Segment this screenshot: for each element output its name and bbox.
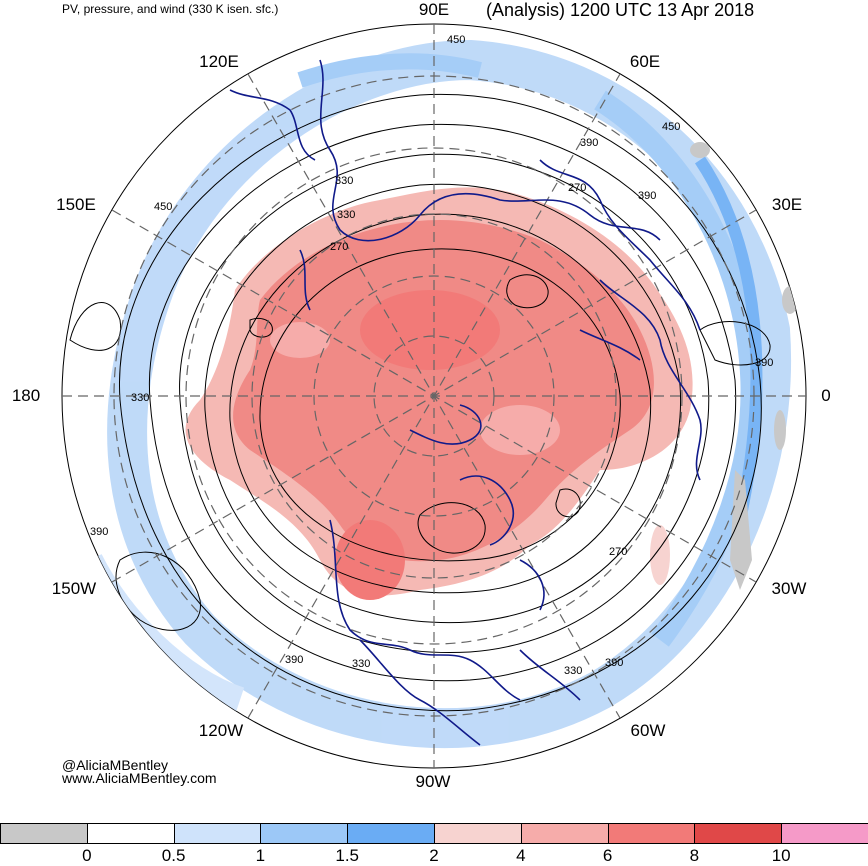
colorbar-swatch [520, 823, 609, 844]
credit-handle: @AliciaMBentley [62, 757, 169, 773]
contour-label: 270 [568, 182, 586, 194]
colorbar-tick-label: 0 [82, 846, 92, 865]
valid-time: (Analysis) 1200 UTC 13 Apr 2018 [486, 0, 755, 20]
lon-label-30e: 30E [771, 195, 803, 214]
colorbar [0, 823, 868, 844]
lon-label-60w: 60W [630, 721, 666, 740]
colorbar-swatch [173, 823, 262, 844]
colorbar-tick-label: 8 [689, 846, 700, 865]
lon-label-180: 180 [11, 386, 41, 405]
colorbar-swatch [434, 823, 522, 844]
contour-label: 450 [154, 201, 172, 213]
contour-label: 270 [609, 546, 627, 558]
contour-label: 330 [335, 175, 353, 187]
product-title: PV, pressure, and wind (330 K isen. sfc.… [62, 2, 279, 16]
colorbar-tick-label: 0.5 [161, 846, 186, 865]
contour-label: 330 [564, 665, 582, 677]
lon-label-90e: 90E [418, 0, 450, 19]
coastlines [229, 59, 702, 746]
colorbar-tick-label: 10 [771, 846, 791, 865]
colorbar-tick-label: 1.5 [335, 846, 360, 865]
lon-label-150w: 150W [51, 579, 97, 598]
contour-label: 390 [638, 190, 656, 202]
contour-label: 390 [580, 137, 598, 149]
colorbar-swatch [260, 823, 349, 844]
contour-label: 330 [337, 209, 355, 221]
colorbar-tick-label: 2 [429, 846, 439, 865]
lon-label-60e: 60E [629, 52, 661, 71]
lon-label-150e: 150E [56, 195, 96, 214]
contour-label: 390 [755, 357, 773, 369]
colorbar-tick-label: 1 [255, 846, 266, 865]
colorbar-swatch [0, 823, 88, 844]
colorbar-swatch [607, 823, 696, 844]
contour-label: 450 [447, 34, 465, 46]
polar-map: 450 390 330 270 390 330 270 390 390 330 … [61, 23, 807, 769]
contour-label: 390 [90, 526, 108, 538]
colorbar-swatch [347, 823, 435, 844]
colorbar-swatch [86, 823, 175, 844]
contour-label: 330 [131, 392, 149, 404]
lon-label-30w: 30W [771, 579, 807, 598]
colorbar-tick-label: 4 [516, 846, 526, 865]
contour-label: 450 [662, 121, 680, 133]
credit-site: www.AliciaMBentley.com [62, 770, 217, 786]
contour-label: 330 [352, 658, 370, 670]
contour-label: 390 [605, 657, 623, 669]
lon-label-120w: 120W [198, 721, 244, 740]
pressure-contours [69, 93, 771, 712]
contour-label: 270 [330, 241, 348, 253]
contour-label: 390 [285, 654, 303, 666]
colorbar-tick-label: 6 [602, 846, 613, 865]
graticule [62, 24, 806, 768]
pv-high-shading [185, 187, 693, 600]
colorbar-swatch [781, 823, 868, 844]
colorbar-swatch [694, 823, 783, 844]
lon-label-0: 0 [821, 386, 831, 405]
lon-label-90w: 90W [415, 772, 451, 791]
lon-label-120e: 120E [199, 52, 239, 71]
